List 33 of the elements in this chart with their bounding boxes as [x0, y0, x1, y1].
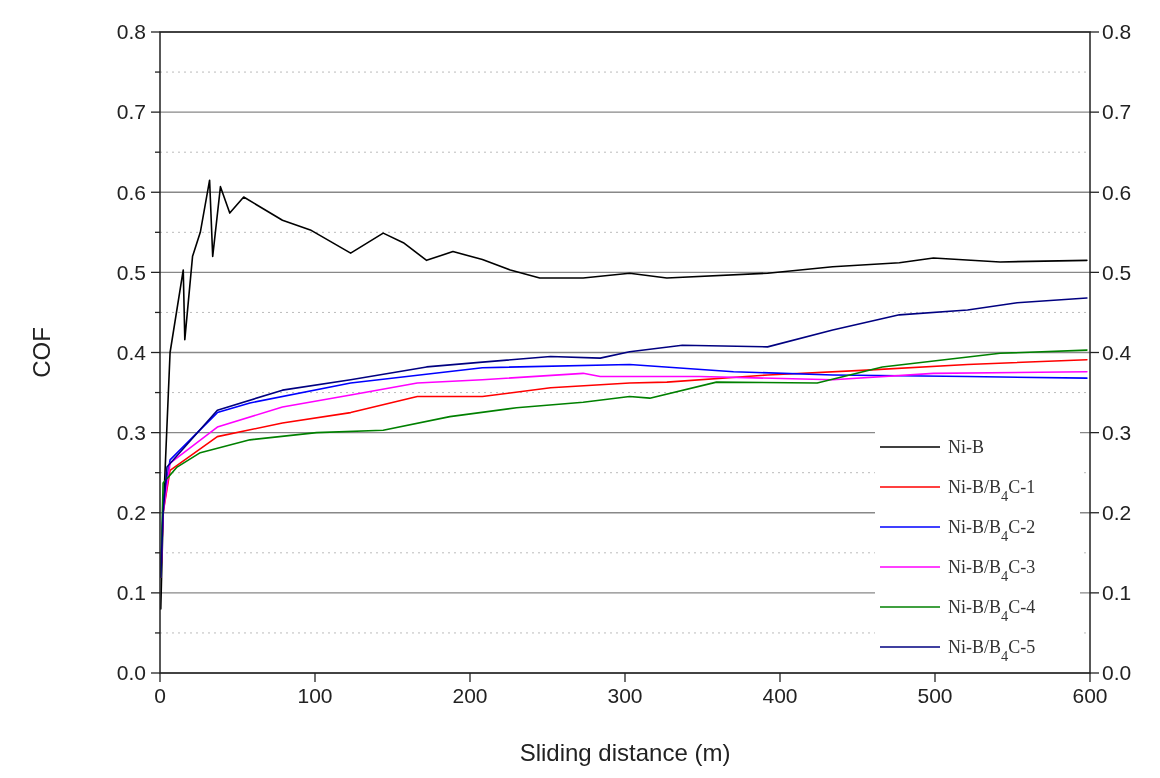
- legend-label: Ni-B: [948, 437, 984, 458]
- x-tick-label: 500: [917, 684, 953, 707]
- y-tick-label: 0.5: [116, 260, 146, 284]
- x-tick-label: 600: [1072, 684, 1108, 707]
- legend-label: Ni-B/B$_{4}$C-4: [948, 597, 1036, 625]
- x-tick-label: 300: [607, 684, 643, 707]
- y2-tick-label: 0.5: [1102, 260, 1132, 284]
- x-axis-title: Sliding distance (m): [519, 739, 731, 766]
- y2-tick-label: 0.4: [1102, 340, 1132, 364]
- y2-tick-label: 0.0: [1102, 661, 1132, 685]
- y-tick-label: 0.4: [116, 340, 147, 364]
- x-tick-label: 100: [297, 684, 333, 707]
- y-tick-label: 0.2: [116, 501, 146, 525]
- y-tick-label: 0.0: [116, 661, 146, 685]
- y-tick-label: 0.7: [116, 100, 146, 124]
- y2-tick-label: 0.2: [1102, 501, 1132, 525]
- y-tick-label: 0.1: [116, 581, 146, 605]
- x-tick-label: 0: [154, 684, 166, 707]
- y-tick-label: 0.8: [116, 20, 146, 44]
- y2-tick-label: 0.7: [1102, 100, 1132, 124]
- y2-tick-label: 0.1: [1102, 581, 1132, 605]
- legend-label: Ni-B/B$_{4}$C-2: [948, 517, 1036, 545]
- y2-tick-label: 0.8: [1102, 20, 1132, 44]
- y-tick-label: 0.6: [116, 180, 146, 204]
- legend-label: Ni-B/B$_{4}$C-1: [948, 477, 1036, 505]
- y-tick-label: 0.3: [116, 420, 146, 444]
- y2-tick-label: 0.6: [1102, 180, 1132, 204]
- y2-tick-label: 0.3: [1102, 420, 1132, 444]
- x-tick-label: 200: [452, 684, 488, 707]
- y-axis-title: COF: [28, 327, 55, 378]
- x-tick-label: 400: [762, 684, 798, 707]
- legend-label: Ni-B/B$_{4}$C-3: [948, 557, 1036, 585]
- legend-label: Ni-B/B$_{4}$C-5: [948, 637, 1036, 665]
